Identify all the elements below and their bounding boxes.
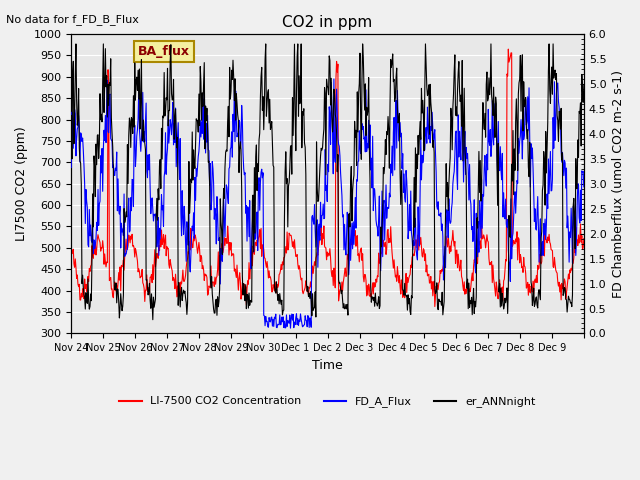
Legend: LI-7500 CO2 Concentration, FD_A_Flux, er_ANNnight: LI-7500 CO2 Concentration, FD_A_Flux, er… (115, 392, 540, 412)
Y-axis label: FD Chamberflux (umol CO2 m-2 s-1): FD Chamberflux (umol CO2 m-2 s-1) (612, 70, 625, 298)
Text: BA_flux: BA_flux (138, 45, 190, 58)
Title: CO2 in ppm: CO2 in ppm (282, 15, 372, 30)
X-axis label: Time: Time (312, 359, 343, 372)
Y-axis label: LI7500 CO2 (ppm): LI7500 CO2 (ppm) (15, 126, 28, 241)
Text: No data for f_FD_B_Flux: No data for f_FD_B_Flux (6, 14, 140, 25)
